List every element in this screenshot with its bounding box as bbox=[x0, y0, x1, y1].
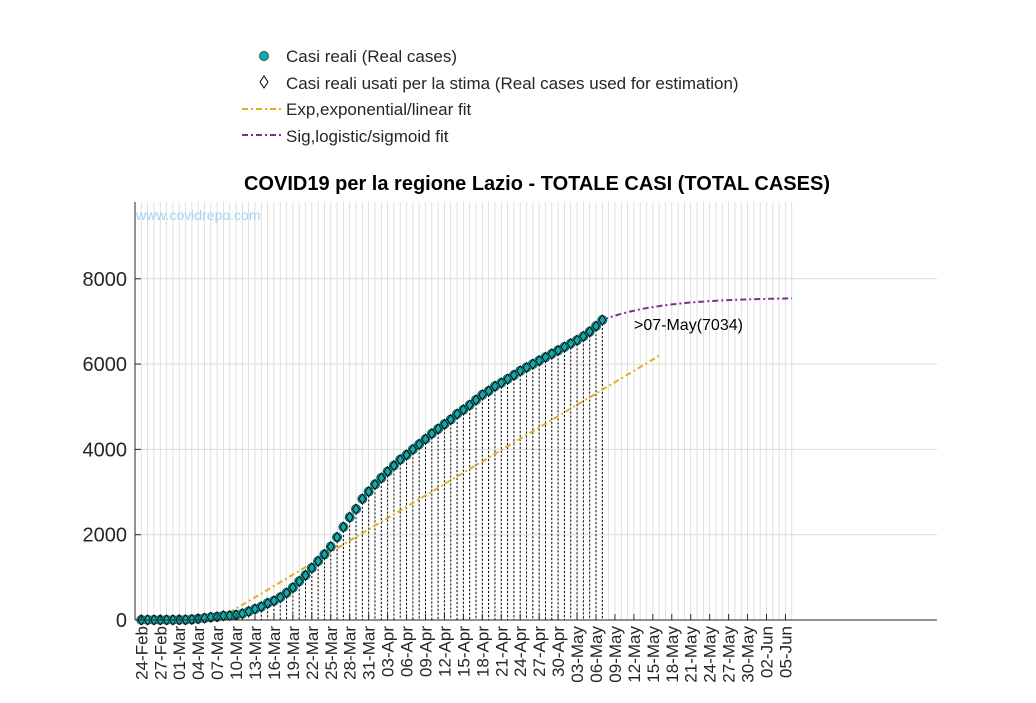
x-tick-label: 04-Mar bbox=[189, 626, 208, 680]
y-tick-label: 6000 bbox=[83, 354, 128, 376]
data-point-estimation bbox=[434, 423, 443, 435]
data-point-estimation bbox=[383, 465, 392, 478]
x-tick-label: 09-Apr bbox=[416, 626, 435, 677]
x-tick-label: 05-Jun bbox=[776, 626, 795, 678]
x-tick-label: 21-Apr bbox=[492, 626, 511, 677]
legend-label-sig-fit: Sig,logistic/sigmoid fit bbox=[286, 127, 449, 146]
data-point-estimation bbox=[301, 569, 310, 581]
data-point-estimation bbox=[364, 485, 373, 498]
x-tick-label: 06-Apr bbox=[398, 626, 417, 677]
x-tick-label: 03-Apr bbox=[379, 626, 398, 677]
y-tick-label: 0 bbox=[116, 610, 127, 632]
data-point-estimation bbox=[377, 472, 386, 484]
x-tick-label: 09-May bbox=[606, 626, 625, 683]
data-point-estimation bbox=[326, 540, 335, 553]
data-point-estimation bbox=[421, 433, 430, 445]
x-tick-label: 30-May bbox=[739, 626, 758, 683]
data-point-estimation bbox=[351, 503, 361, 515]
x-tick-label: 16-Mar bbox=[265, 626, 284, 680]
y-tick-label: 2000 bbox=[83, 525, 128, 547]
data-point-estimation bbox=[484, 385, 493, 397]
data-point-estimation bbox=[459, 403, 468, 416]
x-tick-label: 07-Mar bbox=[208, 626, 227, 680]
data-point-estimation bbox=[591, 320, 601, 332]
x-tick-label: 01-Mar bbox=[170, 626, 189, 680]
x-tick-label: 18-Apr bbox=[473, 626, 492, 677]
data-point-estimation bbox=[370, 478, 380, 491]
data-point-estimation bbox=[358, 493, 367, 505]
x-tick-label: 13-Mar bbox=[246, 626, 265, 680]
x-tick-label: 24-Apr bbox=[511, 626, 530, 677]
legend-label-real-cases: Casi reali (Real cases) bbox=[286, 47, 457, 66]
data-point-estimation bbox=[314, 555, 323, 567]
data-point-estimation bbox=[345, 511, 354, 523]
x-tick-label: 31-Mar bbox=[360, 626, 379, 680]
x-tick-label: 06-May bbox=[587, 626, 606, 683]
data-point-estimation bbox=[282, 587, 291, 599]
data-point-estimation bbox=[307, 562, 316, 574]
x-tick-label: 25-Mar bbox=[322, 626, 341, 680]
fit-lines bbox=[216, 297, 792, 621]
legend: Casi reali (Real cases) Casi reali usati… bbox=[242, 47, 739, 146]
x-tick-label: 15-May bbox=[644, 626, 663, 683]
x-tick-label: 22-Mar bbox=[303, 626, 322, 680]
data-point-estimation bbox=[333, 531, 342, 544]
grid bbox=[135, 202, 937, 621]
data-point-estimation bbox=[440, 418, 449, 431]
chart-title: COVID19 per la regione Lazio - TOTALE CA… bbox=[244, 173, 830, 195]
x-tick-label: 12-May bbox=[625, 626, 644, 683]
data-point-estimation bbox=[585, 325, 594, 338]
data-point-estimation bbox=[427, 427, 436, 440]
x-tick-label: 10-Mar bbox=[227, 626, 246, 680]
data-point-estimation bbox=[295, 575, 304, 588]
legend-label-estimation-cases: Casi reali usati per la stima (Real case… bbox=[286, 74, 739, 93]
data-point-estimation bbox=[471, 394, 481, 406]
data-point-estimation bbox=[402, 449, 411, 461]
data-point-estimation bbox=[598, 314, 607, 326]
axes: 0 2000 4000 6000 8000 24-Feb 27-Feb 01-Mar 04-Ma… bbox=[83, 202, 937, 683]
plot-area bbox=[135, 202, 937, 620]
data-point-estimation bbox=[579, 330, 588, 343]
last-value-annotation: >07-May(7034) bbox=[634, 317, 743, 334]
x-tick-label: 19-Mar bbox=[284, 626, 303, 680]
x-tick-label: 27-May bbox=[720, 626, 739, 683]
drop-lines bbox=[140, 319, 603, 620]
x-tick-label: 27-Apr bbox=[530, 626, 549, 677]
data-point-estimation bbox=[408, 443, 417, 456]
y-tick-label: 8000 bbox=[83, 269, 128, 291]
data-point-estimation bbox=[389, 459, 398, 472]
x-tick-label: 18-May bbox=[663, 626, 682, 683]
x-tick-label: 12-Apr bbox=[435, 626, 454, 677]
exp-fit-line bbox=[216, 354, 660, 621]
x-tick-label: 24-May bbox=[701, 626, 720, 683]
data-point-estimation bbox=[415, 438, 424, 451]
legend-label-exp-fit: Exp,exponential/linear fit bbox=[286, 100, 472, 119]
sig-fit-line bbox=[601, 297, 792, 321]
x-tick-label: 21-May bbox=[682, 626, 701, 683]
data-markers bbox=[136, 314, 608, 626]
data-point-estimation bbox=[465, 399, 474, 411]
legend-marker-estimation-cases bbox=[259, 75, 269, 89]
x-tick-label: 28-Mar bbox=[341, 626, 360, 680]
x-tick-label: 15-Apr bbox=[454, 626, 473, 677]
legend-marker-real-cases bbox=[259, 51, 269, 61]
watermark: www.covidrepo.com bbox=[135, 207, 261, 223]
data-point-estimation bbox=[288, 581, 297, 594]
x-tick-label: 30-Apr bbox=[549, 626, 568, 677]
x-tick-label: 02-Jun bbox=[757, 626, 776, 678]
x-tick-label: 24-Feb bbox=[132, 626, 151, 680]
y-tick-label: 4000 bbox=[83, 439, 128, 461]
data-point-estimation bbox=[396, 453, 405, 466]
x-tick-label: 03-May bbox=[568, 626, 587, 683]
x-tick-label: 27-Feb bbox=[151, 626, 170, 680]
data-point-estimation bbox=[339, 521, 348, 533]
data-point-estimation bbox=[446, 413, 455, 426]
data-point-estimation bbox=[320, 548, 329, 561]
